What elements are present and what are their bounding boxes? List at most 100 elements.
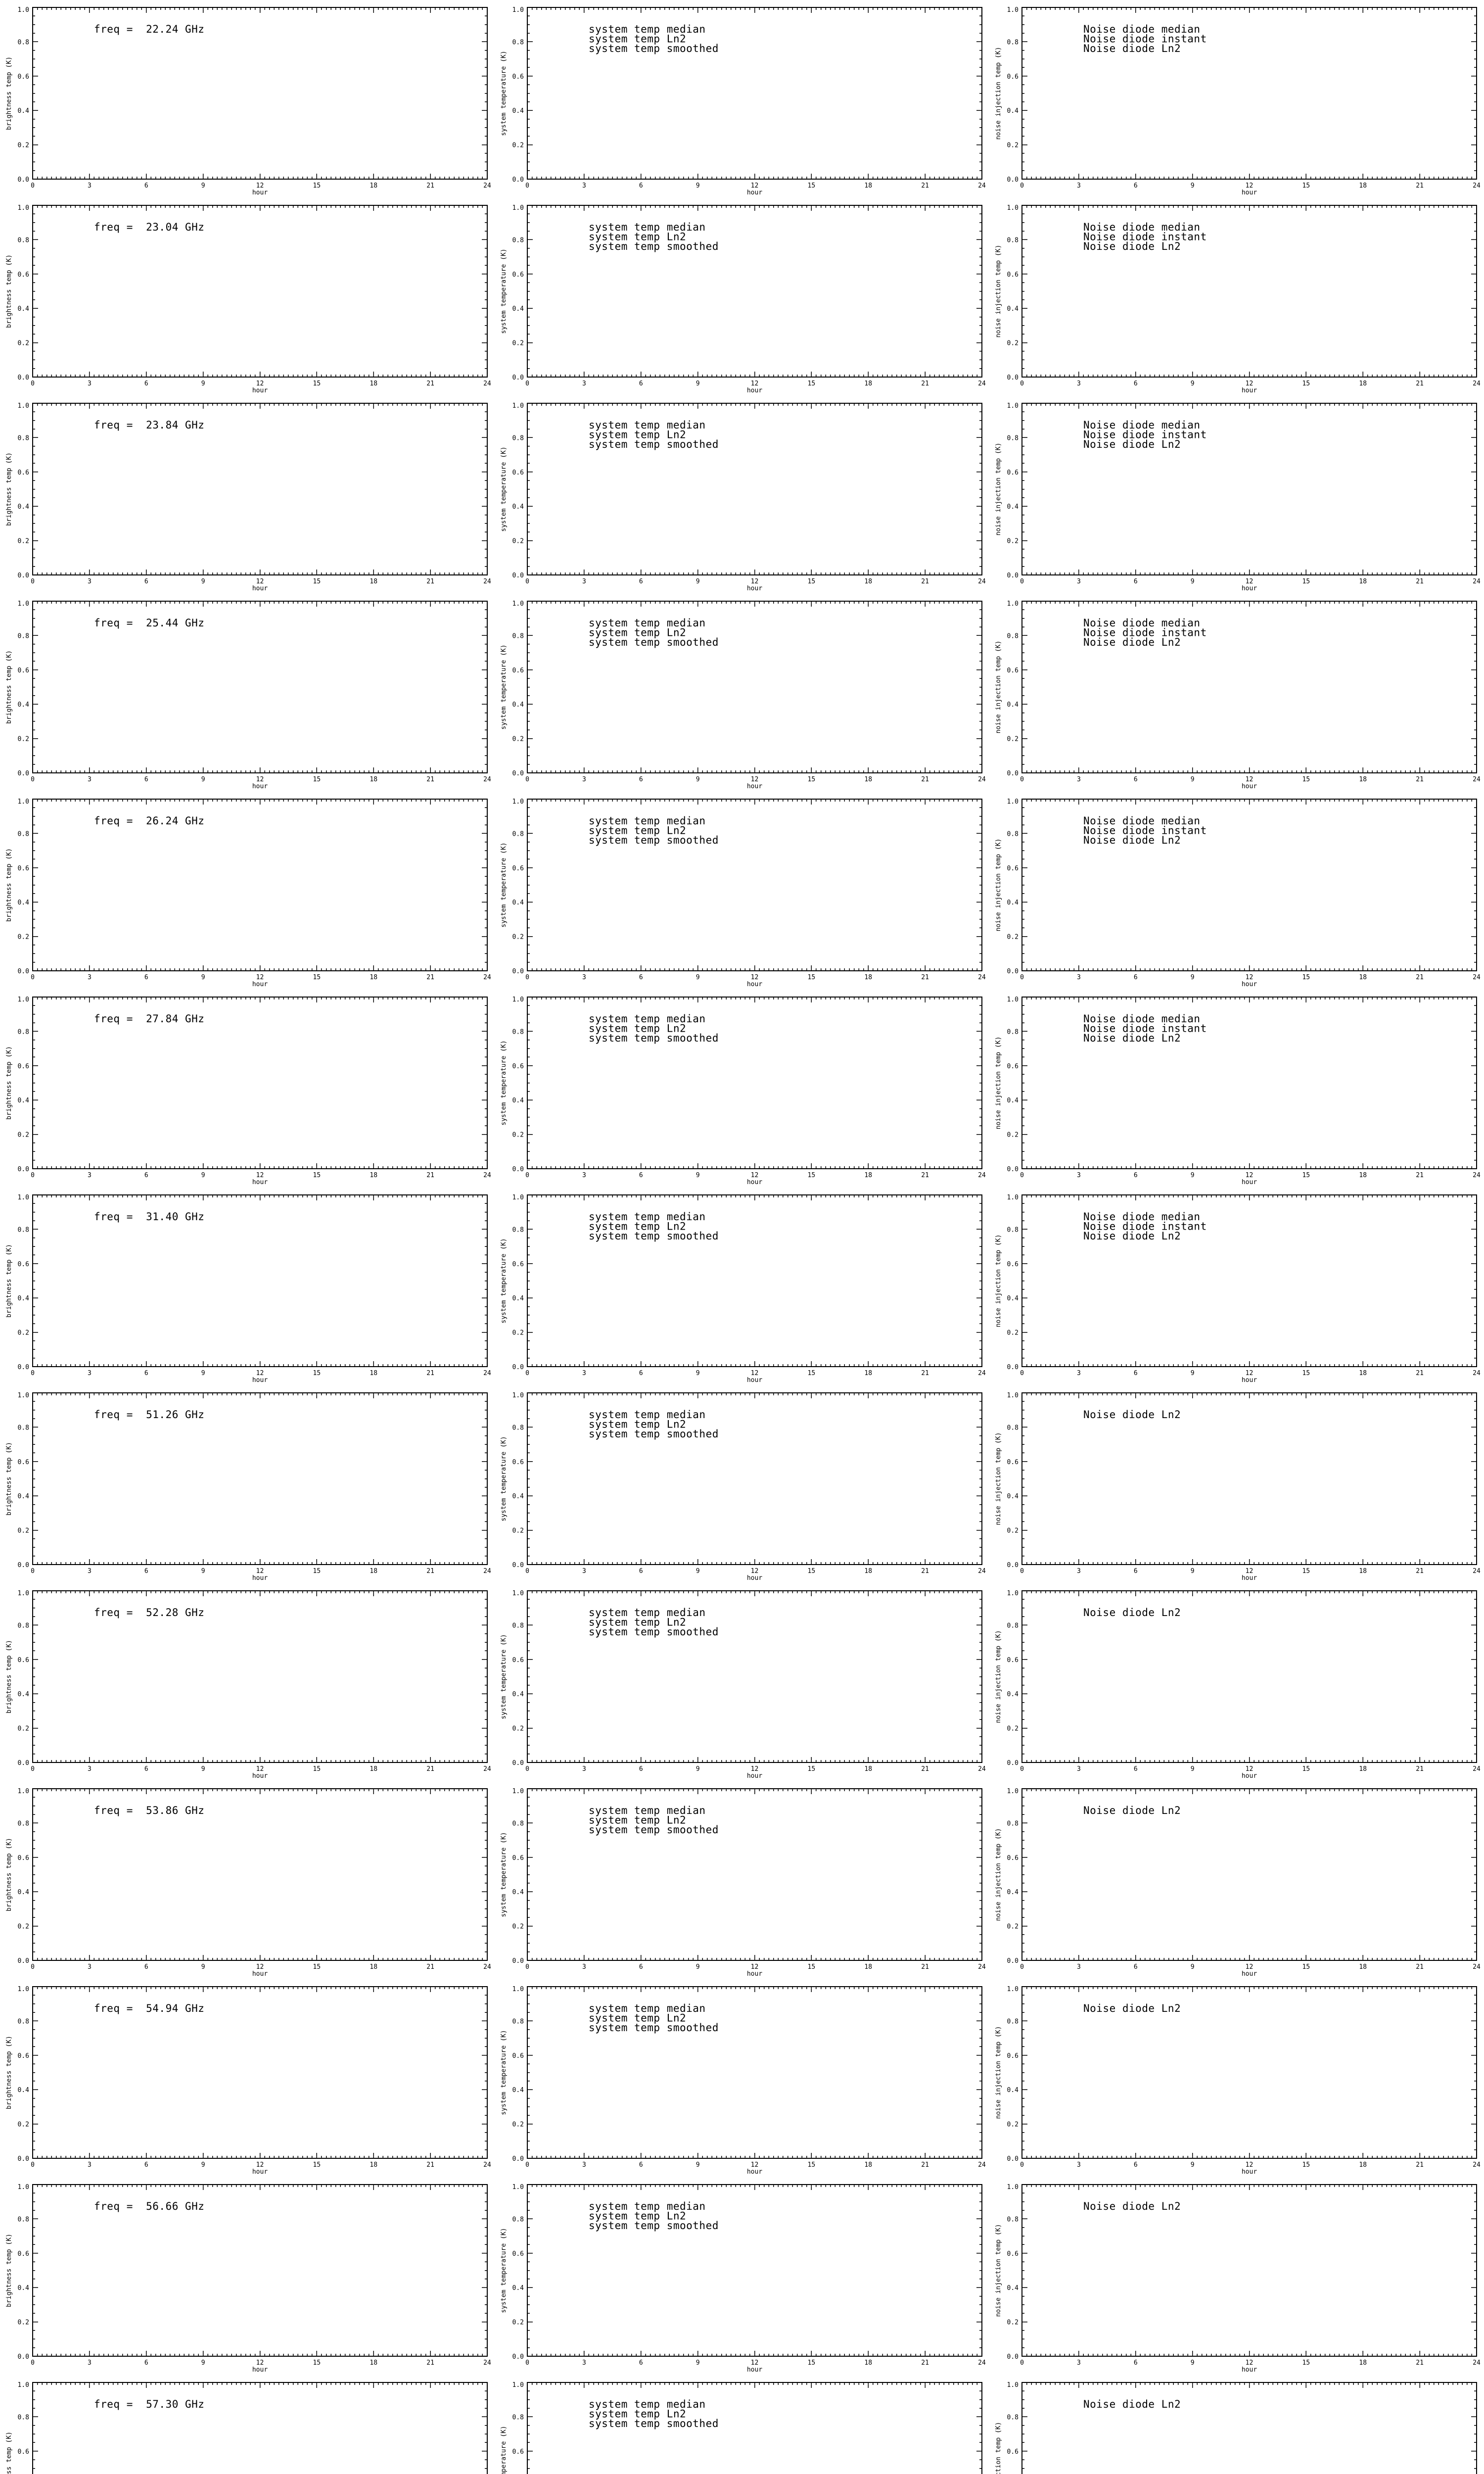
x-tick-label: 6 <box>639 182 643 190</box>
y-tick-label: 0.4 <box>18 701 30 709</box>
legend-item-green: Noise diode instant <box>1083 33 1207 45</box>
x-tick-label: 18 <box>1359 1963 1367 1971</box>
x-tick-label: 0 <box>31 1172 35 1179</box>
x-tick-label: 21 <box>1416 974 1424 981</box>
y-tick-label: 0.2 <box>512 1330 524 1337</box>
axis-ticks <box>527 997 982 1169</box>
y-tick-label: 0.0 <box>512 572 524 579</box>
y-tick-label: 0.4 <box>1007 305 1019 313</box>
x-tick-label: 0 <box>1020 2359 1024 2367</box>
y-tick-label: 1.0 <box>18 600 29 608</box>
x-tick-label: 15 <box>808 1370 816 1377</box>
y-tick-label: 0.0 <box>512 1166 524 1173</box>
x-tick-label: 0 <box>525 1765 529 1773</box>
x-tick-label: 0 <box>1020 1765 1024 1773</box>
x-tick-label: 21 <box>921 1172 929 1179</box>
x-tick-label: 3 <box>582 2359 586 2367</box>
x-axis-title: hour <box>252 1772 268 1780</box>
x-tick-label: 15 <box>808 1568 816 1575</box>
y-tick-label: 0.0 <box>18 968 29 975</box>
x-tick-label: 9 <box>1191 578 1195 585</box>
axis-ticks <box>1021 1194 1477 1367</box>
x-tick-label: 9 <box>696 2359 700 2367</box>
x-tick-label: 21 <box>1416 1765 1424 1773</box>
x-tick-label: 15 <box>808 1963 816 1971</box>
x-tick-label: 24 <box>483 974 491 981</box>
y-tick-label: 0.4 <box>1007 2284 1019 2292</box>
y-tick-label: 0.0 <box>18 572 29 579</box>
x-tick-label: 18 <box>864 1765 872 1773</box>
y-tick-label: 0.0 <box>18 374 29 381</box>
x-tick-label: 15 <box>1302 1172 1310 1179</box>
x-tick-label: 3 <box>582 578 586 585</box>
x-tick-label: 12 <box>751 1370 759 1377</box>
y-tick-label: 0.2 <box>1007 1527 1019 1535</box>
plot-row13-col2: 036912151821240.00.20.40.60.81.0hoursyst… <box>495 2375 989 2474</box>
legend-item-blue: system temp median <box>589 419 706 431</box>
y-tick-label: 1.0 <box>512 600 524 608</box>
x-tick-label: 12 <box>1246 2161 1253 2169</box>
x-tick-label: 0 <box>1020 1370 1024 1377</box>
legend-item-green: Noise diode instant <box>1083 825 1207 837</box>
x-tick-label: 24 <box>1473 776 1481 783</box>
x-tick-label: 15 <box>313 1568 321 1575</box>
legend-item-green: system temp smoothed <box>589 1626 719 1638</box>
x-axis-title: hour <box>747 1574 762 1582</box>
y-tick-label: 0.0 <box>18 770 29 777</box>
legend-item-blue: system temp median <box>589 1607 706 1618</box>
legend-item-blue: Noise diode median <box>1083 1211 1201 1223</box>
axis-ticks <box>527 1788 982 1961</box>
x-tick-label: 9 <box>696 182 700 190</box>
plot-row3-col3: 0 3 6 9 12 15 18 21 24 0.0 0.2 0.4 0.6 0.8 1.0 hour nois… <box>989 396 1484 594</box>
axis-ticks <box>527 2184 982 2357</box>
y-tick-label: 1.0 <box>512 996 524 1003</box>
y-tick-label: 0.6 <box>18 2448 29 2456</box>
axis-ticks <box>1021 403 1477 575</box>
y-tick-label: 0.2 <box>1007 2319 1019 2327</box>
axis-ticks <box>32 601 488 773</box>
x-tick-label: 9 <box>201 2161 205 2169</box>
y-tick-label: 0.2 <box>1007 1725 1019 1733</box>
x-tick-label: 18 <box>370 578 377 585</box>
y-axis-title: system temperature (K) <box>500 248 508 333</box>
y-tick-label: 0.8 <box>512 39 524 46</box>
x-tick-label: 3 <box>582 182 586 190</box>
y-tick-label: 0.8 <box>18 237 29 244</box>
x-tick-label: 15 <box>313 182 321 190</box>
y-tick-label: 0.2 <box>18 2319 29 2327</box>
x-tick-label: 24 <box>978 380 986 387</box>
x-axis-title: hour <box>1242 1970 1257 1978</box>
y-tick-label: 0.8 <box>512 434 524 442</box>
y-tick-label: 0.6 <box>512 1063 524 1070</box>
axis-ticks <box>1021 1392 1477 1565</box>
x-tick-label: 0 <box>31 2161 35 2169</box>
y-axis-title: noise injection temp (K) <box>995 1432 1002 1525</box>
x-tick-label: 21 <box>426 1963 434 1971</box>
y-axis-title: system temperature (K) <box>500 644 508 729</box>
x-tick-label: 24 <box>978 2161 986 2169</box>
axis-ticks <box>32 1194 488 1367</box>
axis-ticks <box>1021 7 1477 180</box>
y-tick-label: 0.8 <box>512 830 524 838</box>
y-axis-title: noise injection temp (K) <box>995 1037 1002 1130</box>
x-tick-label: 15 <box>808 380 816 387</box>
y-axis-title: brightness temp (K) <box>5 56 13 130</box>
x-tick-label: 24 <box>483 1765 491 1773</box>
y-tick-label: 0.4 <box>512 1295 524 1302</box>
y-tick-label: 0.0 <box>1007 968 1019 975</box>
x-axis-title: hour <box>1242 1574 1257 1582</box>
y-tick-label: 0.8 <box>512 1820 524 1827</box>
y-tick-label: 0.4 <box>512 503 524 511</box>
axis-ticks <box>527 799 982 971</box>
y-axis-title: noise injection temp (K) <box>995 245 1002 338</box>
x-tick-label: 6 <box>639 1568 643 1575</box>
x-tick-label: 3 <box>88 578 92 585</box>
plot-row1-col1: 0 3 6 9 12 15 18 21 24 0.0 0.2 0.4 0.6 0.8 1.0 hour brig… <box>0 0 495 198</box>
legend-item-red: Noise diode Ln2 <box>1083 1230 1181 1242</box>
x-tick-label: 18 <box>1359 974 1367 981</box>
y-tick-label: 0.8 <box>512 1622 524 1629</box>
y-tick-label: 0.6 <box>1007 1855 1019 1862</box>
x-tick-label: 9 <box>696 578 700 585</box>
x-tick-label: 21 <box>921 182 929 190</box>
x-axis-title: hour <box>1242 981 1257 988</box>
